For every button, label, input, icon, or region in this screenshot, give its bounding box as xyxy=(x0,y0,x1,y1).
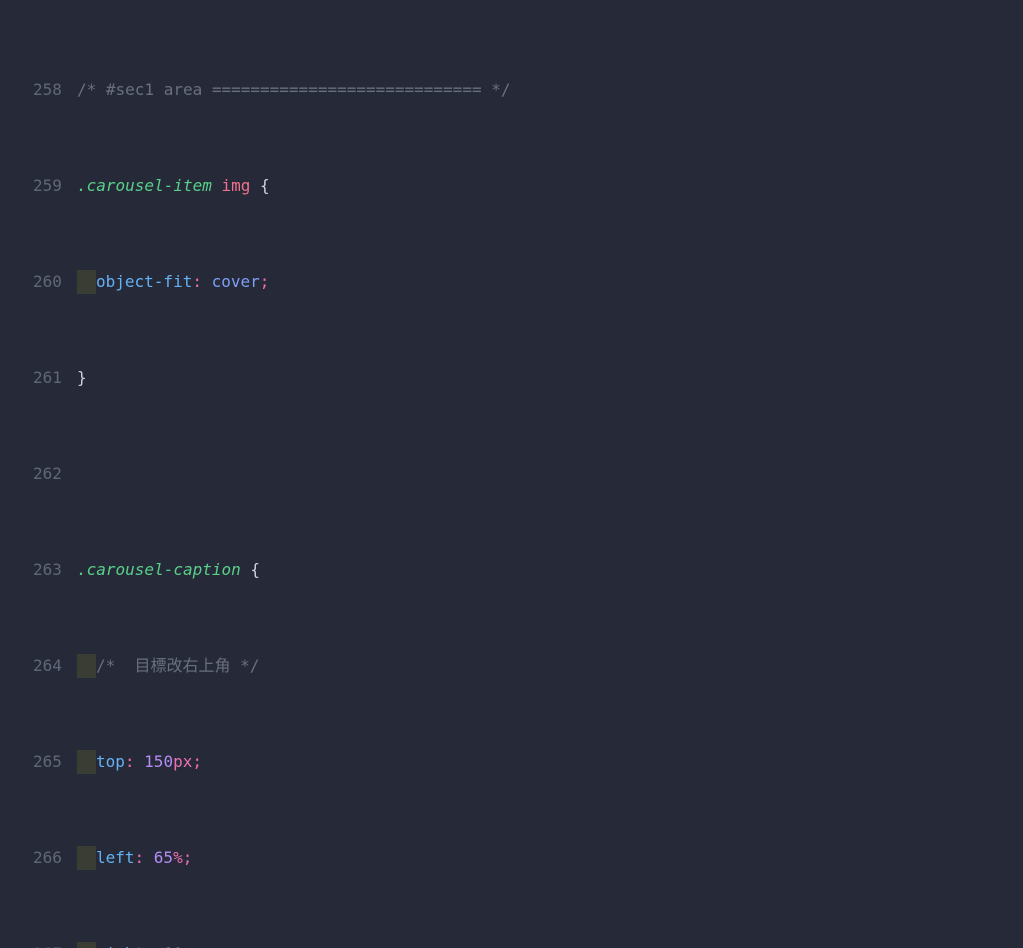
open-brace: { xyxy=(250,176,269,195)
code-line-260: 260 object-fit: cover; xyxy=(0,270,1023,294)
code-text[interactable]: .carousel-caption { xyxy=(77,558,260,582)
code-line-267: 267 right: 10%; xyxy=(0,942,1023,948)
unit: px xyxy=(173,752,192,771)
code-line-259: 259 .carousel-item img { xyxy=(0,174,1023,198)
line-number: 261 xyxy=(0,366,77,390)
close-brace: } xyxy=(77,368,87,387)
line-number: 265 xyxy=(0,750,77,774)
code-line-265: 265 top: 150px; xyxy=(0,750,1023,774)
line-number: 266 xyxy=(0,846,77,870)
indent-guide xyxy=(77,270,96,294)
property-name: top xyxy=(96,752,125,771)
code-text[interactable]: .carousel-item img { xyxy=(77,174,270,198)
number-value: 65 xyxy=(154,848,173,867)
property-name: left xyxy=(96,848,135,867)
line-number: 264 xyxy=(0,654,77,678)
indent-guide xyxy=(77,942,96,948)
line-number: 262 xyxy=(0,462,77,486)
code-line-262: 262 xyxy=(0,462,1023,486)
colon: : xyxy=(135,848,154,867)
semicolon: ; xyxy=(192,752,202,771)
code-line-266: 266 left: 65%; xyxy=(0,846,1023,870)
code-text[interactable]: top: 150px; xyxy=(77,750,202,774)
line-number: 258 xyxy=(0,78,77,102)
semicolon: ; xyxy=(260,272,270,291)
comment-text: /* #sec1 area ==========================… xyxy=(77,80,510,99)
indent-guide xyxy=(77,750,96,774)
class-selector: .carousel-item xyxy=(77,176,212,195)
unit: % xyxy=(183,944,193,948)
keyword-value: cover xyxy=(202,272,260,291)
colon: : xyxy=(192,272,202,291)
class-selector: .carousel-caption xyxy=(77,560,241,579)
line-number: 260 xyxy=(0,270,77,294)
indent-guide xyxy=(77,846,96,870)
code-text[interactable]: /* #sec1 area ==========================… xyxy=(77,78,510,102)
line-number: 259 xyxy=(0,174,77,198)
colon: : xyxy=(144,944,163,948)
code-text[interactable]: object-fit: cover; xyxy=(77,270,269,294)
code-text[interactable]: right: 10%; xyxy=(77,942,202,948)
semicolon: ; xyxy=(192,944,202,948)
open-brace: { xyxy=(241,560,260,579)
number-value: 10 xyxy=(163,944,182,948)
code-editor: 258 /* #sec1 area ======================… xyxy=(0,0,1023,474)
code-text[interactable]: } xyxy=(77,366,87,390)
line-number: 267 xyxy=(0,942,77,948)
code-line-261: 261 } xyxy=(0,366,1023,390)
colon: : xyxy=(125,752,144,771)
code-line-258: 258 /* #sec1 area ======================… xyxy=(0,78,1023,102)
tag-selector: img xyxy=(212,176,251,195)
line-number: 263 xyxy=(0,558,77,582)
number-value: 150 xyxy=(144,752,173,771)
property-name: right xyxy=(96,944,144,948)
code-text[interactable]: left: 65%; xyxy=(77,846,192,870)
code-text[interactable]: /* 目標改右上角 */ xyxy=(77,654,259,678)
indent-guide xyxy=(77,654,96,678)
code-line-263: 263 .carousel-caption { xyxy=(0,558,1023,582)
semicolon: ; xyxy=(183,848,193,867)
code-line-264: 264 /* 目標改右上角 */ xyxy=(0,654,1023,678)
property-name: object-fit xyxy=(96,272,192,291)
comment-text: /* 目標改右上角 */ xyxy=(96,656,259,675)
unit: % xyxy=(173,848,183,867)
